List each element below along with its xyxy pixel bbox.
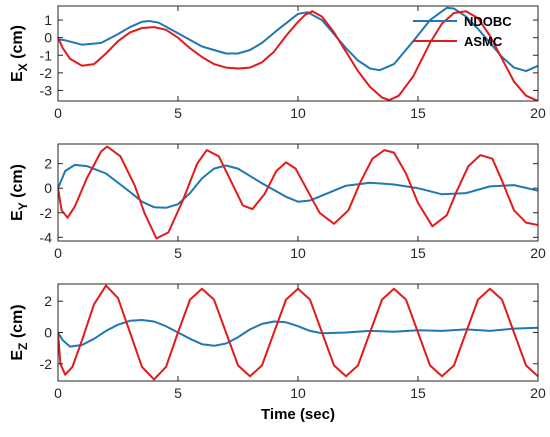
- y-tick-label: 2: [44, 293, 52, 309]
- y-tick-label: -2: [40, 356, 53, 372]
- y-axis-label-main: E: [9, 71, 26, 82]
- y-axis-label-subscript: Z: [16, 343, 30, 350]
- y-tick-label: 2: [44, 156, 52, 172]
- y-axis-label-main: E: [9, 210, 26, 221]
- series-line-asmc: [58, 10, 538, 101]
- series-line-asmc: [58, 145, 538, 240]
- x-tick-label: 5: [174, 385, 182, 401]
- x-axis-label: Time (sec): [261, 406, 335, 423]
- x-tick-label: 0: [54, 105, 62, 121]
- series-line-asmc: [58, 284, 538, 381]
- y-axis-label-main: E: [9, 350, 26, 361]
- y-tick-label: -4: [40, 229, 53, 245]
- series-line-ndobc: [58, 163, 538, 209]
- y-tick-label: 1: [44, 12, 52, 28]
- y-axis-label-subscript: X: [16, 63, 30, 71]
- y-axis-label-subscript: Y: [16, 202, 30, 210]
- x-tick-label: 5: [174, 245, 182, 261]
- x-tick-label: 0: [54, 245, 62, 261]
- y-tick-label: 0: [44, 30, 52, 46]
- x-tick-label: 20: [530, 105, 546, 121]
- y-tick-label: -1: [40, 47, 53, 63]
- y-axis-label-unit: (cm): [9, 25, 26, 63]
- y-tick-label: 0: [44, 180, 52, 196]
- x-tick-label: 15: [410, 385, 426, 401]
- series-line-ndobc: [58, 319, 538, 348]
- x-tick-label: 0: [54, 385, 62, 401]
- y-axis-label: EX (cm): [9, 25, 30, 82]
- y-axis-label: EY (cm): [9, 164, 30, 221]
- y-tick-label: -3: [40, 82, 53, 98]
- x-tick-label: 20: [530, 245, 546, 261]
- x-tick-label: 10: [290, 385, 306, 401]
- y-axis-label-unit: (cm): [9, 164, 26, 202]
- y-axis-label: EZ (cm): [9, 304, 30, 360]
- x-tick-label: 15: [410, 105, 426, 121]
- x-tick-label: 15: [410, 245, 426, 261]
- legend: NDOBC ASMC: [413, 14, 512, 49]
- y-tick-label: -2: [40, 205, 53, 221]
- x-tick-label: 20: [530, 385, 546, 401]
- y-axis-label-unit: (cm): [9, 304, 26, 342]
- series-line-ndobc: [58, 6, 538, 73]
- y-tick-label: 0: [44, 325, 52, 341]
- x-tick-label: 5: [174, 105, 182, 121]
- legend-label-ndobc: NDOBC: [464, 14, 512, 29]
- x-tick-label: 10: [290, 245, 306, 261]
- y-tick-label: -2: [40, 65, 53, 81]
- legend-label-asmc: ASMC: [464, 34, 503, 49]
- x-tick-label: 10: [290, 105, 306, 121]
